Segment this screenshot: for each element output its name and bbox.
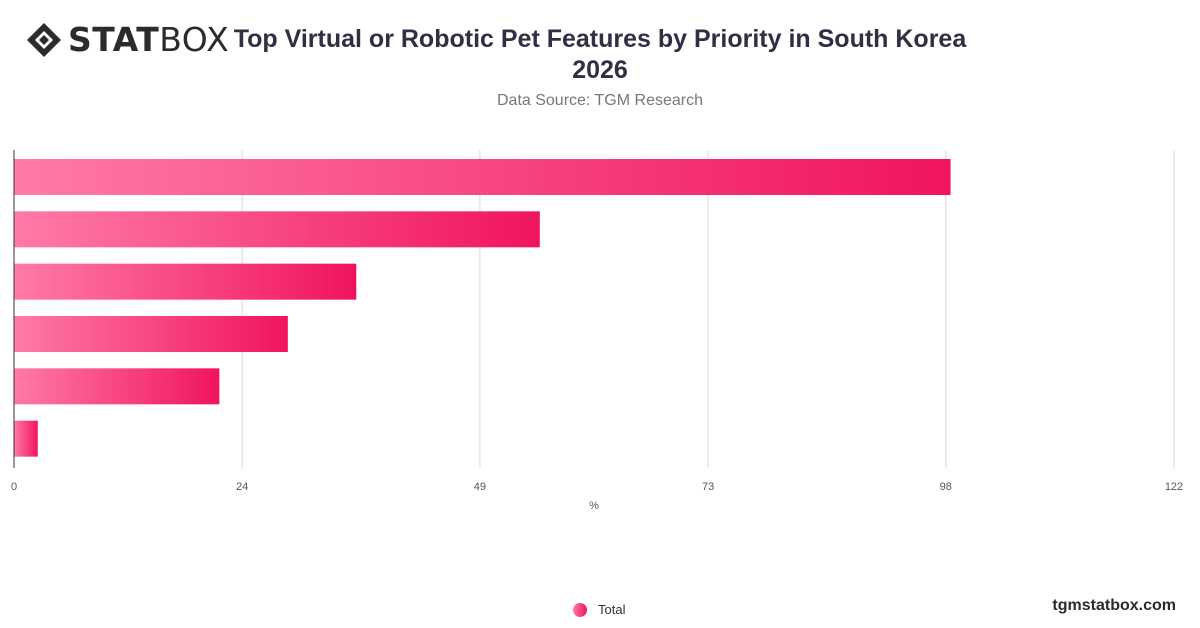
bar[interactable] (14, 159, 951, 195)
legend[interactable]: Total (573, 602, 625, 617)
x-tick-labels: 0 24 49 73 98 122 (11, 481, 1183, 493)
x-axis-title: % (589, 500, 599, 512)
gridlines (241, 150, 1175, 468)
bar[interactable] (14, 420, 38, 457)
legend-marker-icon (573, 602, 587, 617)
bar[interactable] (14, 368, 220, 405)
x-tick-label: 122 (1165, 481, 1183, 493)
chart-subtitle: Data Source: TGM Research (496, 92, 703, 109)
logo-light-text: BOX (159, 20, 230, 59)
bars (14, 159, 951, 457)
legend-label: Total (598, 602, 626, 617)
x-tick-label: 98 (940, 481, 952, 493)
logo-bold-text: STAT (68, 20, 160, 59)
statbox-diamond-icon (27, 23, 61, 57)
brand-url: tgmstatbox.com (1052, 597, 1176, 614)
bar[interactable] (14, 263, 357, 300)
logo-wordmark: STATBOX (68, 22, 229, 58)
statbox-logo: STATBOX (26, 22, 229, 58)
x-tick-label: 0 (11, 481, 17, 493)
bar[interactable] (14, 316, 288, 352)
x-tick-label: 49 (474, 481, 486, 493)
bar-chart: 0 24 49 73 98 122 % (11, 150, 1183, 512)
bar[interactable] (14, 211, 540, 248)
x-tick-label: 73 (702, 481, 714, 493)
chart-title: Top Virtual or Robotic Pet Features by P… (233, 25, 967, 84)
x-tick-label: 24 (236, 481, 248, 493)
